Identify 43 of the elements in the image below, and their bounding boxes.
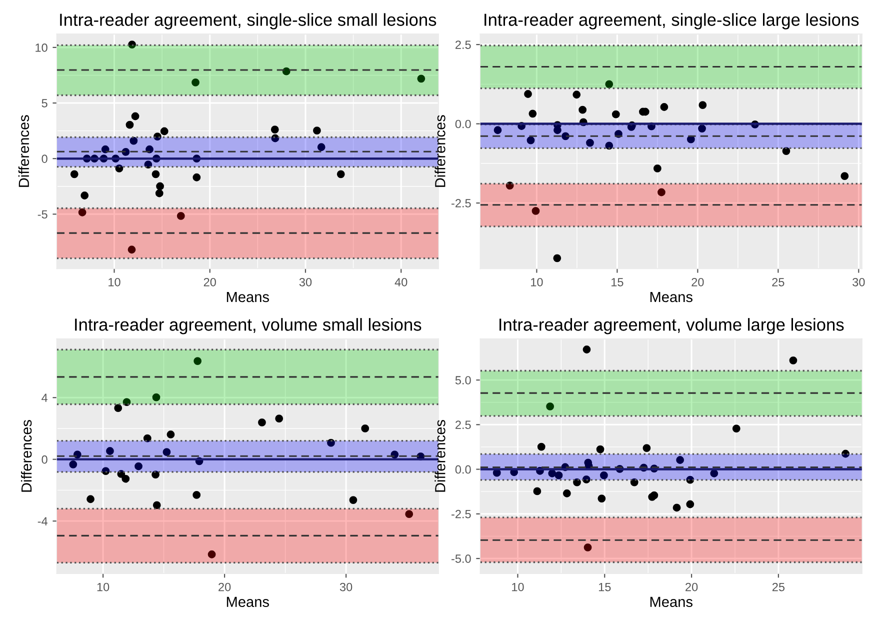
y-tick-label: 0.0 [455, 465, 471, 474]
x-tick-label: 15 [612, 278, 624, 286]
y-tick-label: -2.5 [452, 199, 471, 208]
y-tick-label: 5.0 [455, 376, 471, 384]
y-axis-title: Differences [434, 420, 446, 492]
chart-title: Intra-reader agreement, volume small lesions [75, 318, 422, 334]
x-tick-label: 20 [218, 582, 231, 592]
x-axis-title: Means [650, 596, 692, 608]
x-tick-label: 10 [97, 582, 110, 592]
x-tick-label: 20 [204, 278, 216, 286]
y-axis-title: Differences [20, 420, 32, 492]
y-axis-title: Differences [434, 115, 446, 187]
x-tick-label: 30 [340, 582, 352, 592]
x-tick-label: 10 [108, 278, 120, 286]
y-tick-label: -5 [38, 210, 48, 219]
x-axis-title: Means [226, 596, 269, 608]
y-tick-label: 2.5 [456, 40, 471, 49]
y-tick-label: 10 [36, 43, 48, 52]
x-tick-label: 20 [692, 278, 704, 286]
chart-title: Intra-reader agreement, volume large lesions [500, 318, 844, 334]
x-axis-title: Means [650, 292, 692, 302]
x-tick-label: 15 [598, 582, 611, 592]
x-tick-label: 25 [772, 278, 784, 286]
x-tick-label: 10 [512, 582, 524, 592]
y-tick-label: 0 [42, 154, 48, 163]
y-tick-label: 0.0 [455, 120, 471, 128]
x-tick-label: 25 [772, 582, 785, 592]
x-tick-label: 30 [299, 278, 312, 286]
y-tick-label: -2.5 [452, 510, 471, 518]
y-tick-label: 4 [42, 394, 48, 402]
y-tick-label: 2.5 [456, 420, 471, 430]
y-axis-title: Differences [18, 115, 30, 187]
x-tick-label: 10 [531, 278, 543, 286]
x-tick-label: 20 [686, 582, 698, 592]
x-axis-title: Means [226, 292, 269, 302]
chart-title: Intra-reader agreement, single-slice large lesions [484, 13, 859, 30]
y-tick-label: 5 [42, 99, 48, 108]
y-tick-label: 0 [42, 455, 48, 464]
chart-title: Intra-reader agreement, single-slice small lesions [60, 13, 436, 30]
y-tick-label: -4 [38, 517, 48, 526]
x-tick-label: 40 [394, 278, 408, 286]
y-tick-label: -5.0 [452, 554, 471, 563]
x-tick-label: 30 [852, 278, 865, 286]
